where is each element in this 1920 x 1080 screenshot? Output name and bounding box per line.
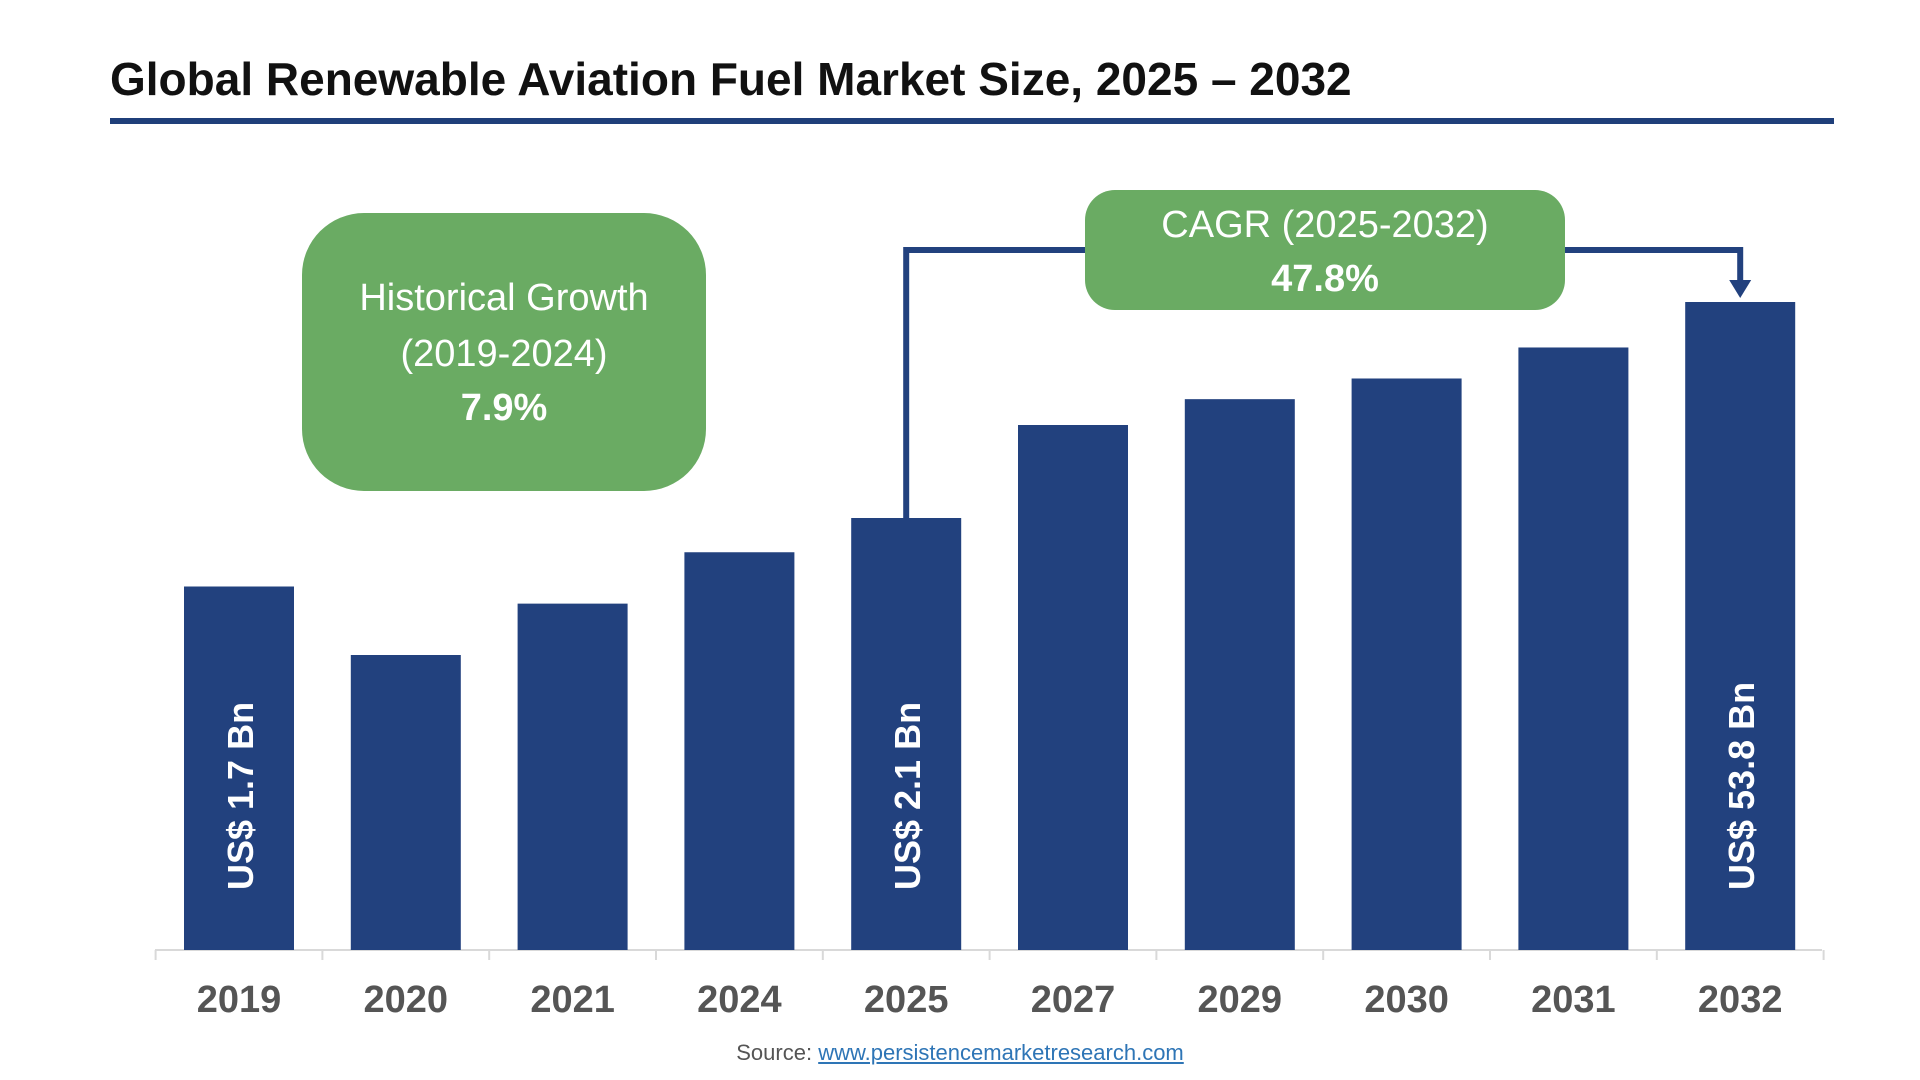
x-tick-label: 2027 [1031,979,1116,1021]
bar-2021 [517,603,628,950]
historical-growth-label: Historical Growth [359,277,648,319]
x-tick-label: 2032 [1698,979,1783,1021]
x-tick-label: 2021 [530,979,615,1021]
bar-2029 [1184,399,1295,950]
source-label: Source: [736,1040,813,1065]
x-tick-label: 2024 [697,979,782,1021]
bar-2031 [1518,347,1629,950]
historical-growth-callout [302,213,706,491]
x-tick-label: 2030 [1364,979,1449,1021]
cagr-value: 47.8% [1271,258,1379,300]
x-tick-label: 2020 [364,979,449,1021]
historical-growth-value: 7.9% [461,387,548,429]
bar-2019 [184,586,294,950]
bar-2030 [1351,378,1462,950]
source-link[interactable]: www.persistencemarketresearch.com [818,1040,1184,1065]
title-underline [110,118,1834,124]
bar-2025 [851,518,962,950]
source-line: Source: www.persistencemarketresearch.co… [0,1040,1920,1066]
bar-2020 [350,655,461,950]
cagr-arrowhead [1729,280,1752,298]
historical-growth-period: (2019-2024) [400,333,607,375]
data-label: US$ 53.8 Bn [1721,682,1762,890]
x-tick-label: 2029 [1198,979,1283,1021]
data-label: US$ 2.1 Bn [887,702,928,890]
chart-title: Global Renewable Aviation Fuel Market Si… [110,53,1352,105]
bar-2032 [1685,302,1796,950]
cagr-callout [1085,190,1565,310]
x-tick-label: 2031 [1531,979,1616,1021]
x-tick-label: 2019 [197,979,282,1021]
x-tick-label: 2025 [864,979,949,1021]
data-label: US$ 1.7 Bn [220,702,261,890]
bar-2027 [1018,425,1128,950]
cagr-label: CAGR (2025-2032) [1161,204,1488,246]
bar-2024 [684,552,795,950]
